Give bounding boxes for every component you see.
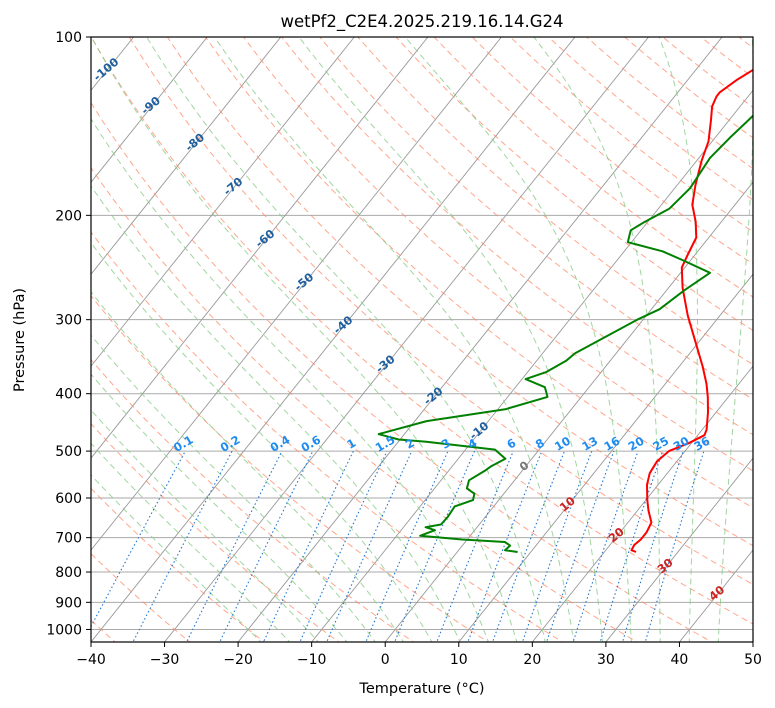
x-tick-label: −10 <box>297 652 327 668</box>
mixing-ratio-label: 16 <box>601 434 622 454</box>
mixing-ratio-line <box>622 450 684 642</box>
mixing-ratio-line <box>492 450 566 642</box>
mixing-ratio-label: 30 <box>671 434 692 454</box>
moist-adiabat-line <box>91 37 518 642</box>
dry-adiabat-line <box>91 231 564 642</box>
y-tick-label: 200 <box>55 208 82 224</box>
y-tick-label: 800 <box>55 565 82 581</box>
moist-adiabat-line <box>91 241 433 642</box>
dry-adiabat-line <box>91 487 266 642</box>
y-tick-label: 500 <box>55 444 82 460</box>
moist-adiabat-line <box>91 117 490 642</box>
moist-adiabat-line <box>717 37 753 642</box>
moist-adiabat-line <box>146 37 546 642</box>
isotherm-line <box>91 37 576 642</box>
mixing-ratio-line <box>572 450 639 642</box>
moist-adiabat-line <box>298 37 604 642</box>
mixing-ratio-label: 25 <box>650 434 671 454</box>
dry-adiabat-line <box>91 37 753 625</box>
dry-adiabat-line <box>357 37 753 366</box>
isotherm-line <box>311 89 753 642</box>
mixing-ratio-line <box>521 450 593 642</box>
x-tick-label: 50 <box>744 652 762 668</box>
x-tick-label: −40 <box>76 652 106 668</box>
dry-adiabat-line <box>281 37 753 436</box>
x-tick-label: 20 <box>523 652 541 668</box>
mixing-ratio-label: 10 <box>552 434 573 454</box>
isotherm-line <box>531 365 753 642</box>
isotherm-line <box>91 37 429 459</box>
mixing-ratio-line <box>467 450 543 642</box>
isotherm-line <box>384 181 753 642</box>
background-lines <box>91 37 753 642</box>
y-tick-label: 900 <box>55 595 82 611</box>
isotherm-line <box>91 37 208 183</box>
dry-adiabat-line <box>128 37 753 585</box>
dry-adiabat-line <box>319 37 753 400</box>
mixing-ratio-line <box>91 450 186 628</box>
y-tick-label: 400 <box>55 387 82 403</box>
mixing-ratio-label: 20 <box>626 434 647 454</box>
moist-adiabat-line <box>404 37 632 642</box>
dry-adiabat-line <box>205 37 753 509</box>
x-tick-label: −20 <box>223 652 253 668</box>
dewpoint-profile-line <box>377 114 753 553</box>
mixing-ratio-label: 13 <box>579 434 600 454</box>
isotherm-line <box>91 37 355 367</box>
plot-frame <box>90 36 754 643</box>
dry-adiabat-line <box>243 37 753 472</box>
chart-title: wetPf2_C2E4.2025.219.16.14.G24 <box>280 12 563 32</box>
moist-adiabat-line <box>213 37 575 642</box>
mixing-ratio-line <box>262 450 354 642</box>
isotherm-line <box>91 37 282 275</box>
x-tick-label: 30 <box>597 652 615 668</box>
mixing-ratio-line <box>546 450 615 642</box>
isotherm-line <box>163 37 650 642</box>
moist-adiabat-line <box>91 373 348 642</box>
x-tick-label: 0 <box>381 652 390 668</box>
mixing-ratio-line <box>394 450 476 642</box>
y-tick-label: 700 <box>55 531 82 547</box>
y-tick-label: 1000 <box>46 622 82 638</box>
axes: −40 −30 −20 −10 0 10 20 30 40 50 100 200 300 400 500 60… <box>46 30 762 668</box>
x-tick-label: −30 <box>150 652 180 668</box>
y-tick-label: 600 <box>55 491 82 507</box>
x-axis-label: Temperature (°C) <box>358 681 484 697</box>
moist-adiabat-line <box>91 474 262 642</box>
isotherm-line <box>237 37 723 642</box>
dry-adiabat-line <box>91 422 340 642</box>
isotherm-line <box>605 457 753 642</box>
y-tick-label: 100 <box>55 30 82 46</box>
dry-adiabat-line <box>91 294 489 642</box>
moist-adiabat-line <box>91 442 291 642</box>
isotherm-line <box>91 37 503 551</box>
mixing-ratio-label: 36 <box>691 434 712 454</box>
moist-adiabat-line <box>533 37 661 642</box>
y-tick-label: 300 <box>55 313 82 329</box>
mixing-ratio-line <box>132 450 233 642</box>
dry-adiabat-line <box>91 167 639 642</box>
moist-adiabat-line <box>91 291 405 642</box>
moist-adiabat-line <box>91 334 376 642</box>
temperature-profile-line <box>630 68 753 553</box>
x-tick-label: 10 <box>450 652 468 668</box>
mixing-ratio-line <box>644 450 705 642</box>
dry-adiabat-line <box>91 553 191 642</box>
mixing-ratio-line <box>436 450 514 642</box>
isotherm-line <box>458 273 753 642</box>
y-axis-label: Pressure (hPa) <box>12 288 28 392</box>
x-tick-label: 40 <box>671 652 689 668</box>
profile-lines <box>377 68 753 553</box>
dry-adiabat-line <box>91 358 415 642</box>
